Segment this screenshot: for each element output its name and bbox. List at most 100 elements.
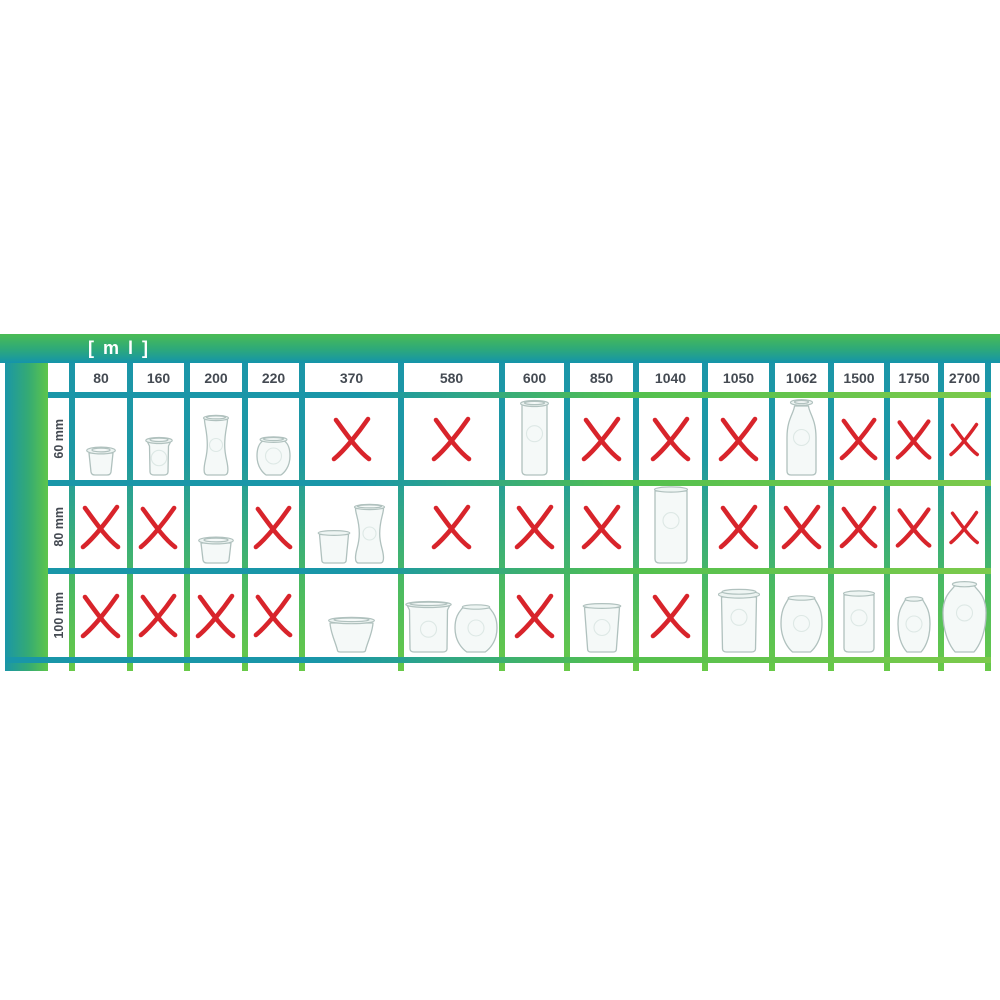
- cell-60mm-80ml: [75, 398, 127, 476]
- column-header-220: 220: [261, 369, 286, 386]
- cell-100mm-220ml: [248, 574, 299, 657]
- jar-mold-160-icon: [144, 436, 173, 476]
- cell-100mm-80ml: [75, 574, 127, 657]
- column-header-370: 370: [339, 369, 364, 386]
- x-icon: [838, 414, 880, 464]
- cell-100mm-1050ml: [708, 574, 769, 653]
- cell-60mm-850ml: [570, 398, 633, 480]
- column-header-1040: 1040: [654, 369, 687, 386]
- cell-60mm-2700ml: [944, 398, 985, 480]
- cell-60mm-1062ml: [775, 398, 828, 476]
- cell-100mm-200ml: [190, 574, 242, 657]
- jar-cup-850-icon: [582, 602, 622, 653]
- x-icon: [252, 590, 295, 641]
- diameter-gradient-bar: [5, 363, 48, 671]
- jar-tulip-1750-icon: [897, 595, 931, 653]
- x-icon: [513, 501, 557, 553]
- cell-60mm-1050ml: [708, 398, 769, 480]
- x-icon: [717, 413, 761, 465]
- cell-60mm-580ml: [404, 398, 499, 480]
- cell-100mm-370ml: [305, 574, 398, 653]
- jar-flat-80-icon: [86, 446, 116, 476]
- jar-cylinder-1050-icon: [717, 588, 760, 653]
- cell-80mm-580ml: [404, 486, 499, 568]
- cell-60mm-600ml: [505, 398, 564, 476]
- jar-bowl-370-icon: [328, 616, 375, 653]
- grid-vline-2: [184, 363, 190, 671]
- cell-60mm-370ml: [305, 398, 398, 480]
- grid-vline-1: [127, 363, 133, 671]
- cell-100mm-1500ml: [834, 574, 884, 653]
- x-icon: [194, 590, 238, 642]
- x-icon: [948, 508, 981, 547]
- x-icon: [330, 413, 374, 465]
- grid-vline-0: [69, 363, 75, 671]
- grid-hline-2: [48, 568, 991, 574]
- column-header-580: 580: [439, 369, 464, 386]
- column-header-2700: 2700: [948, 369, 981, 386]
- cell-80mm-160ml: [133, 486, 184, 568]
- row-header-60-mm: 60 mm: [51, 419, 66, 459]
- grid-vline-10: [769, 363, 775, 671]
- cell-80mm-1750ml: [890, 486, 938, 568]
- cell-80mm-850ml: [570, 486, 633, 568]
- cell-60mm-220ml: [248, 398, 299, 476]
- x-icon: [430, 501, 474, 553]
- column-header-1062: 1062: [785, 369, 818, 386]
- grid-hline-0: [48, 392, 991, 398]
- x-icon: [838, 502, 880, 552]
- cell-60mm-1040ml: [639, 398, 702, 480]
- jar-cylinder-600-icon: [520, 399, 549, 476]
- grid-vline-7: [564, 363, 570, 671]
- x-icon: [580, 413, 624, 465]
- x-icon: [137, 502, 180, 553]
- cell-100mm-850ml: [570, 574, 633, 653]
- cell-100mm-1062ml: [775, 574, 828, 653]
- grid-hline-3: [5, 657, 991, 663]
- jar-cylinder-1040-icon: [653, 485, 689, 564]
- jar-round-2700-icon: [942, 580, 987, 653]
- x-icon: [948, 420, 981, 459]
- cell-60mm-200ml: [190, 398, 242, 476]
- cell-80mm-2700ml: [944, 486, 985, 568]
- x-icon: [780, 501, 824, 553]
- grid-vline-4: [299, 363, 305, 671]
- cell-80mm-370ml: [305, 486, 398, 564]
- volume-unit-label: [ m l ]: [88, 338, 150, 358]
- cell-80mm-200ml: [190, 486, 242, 564]
- grid-hline-1: [48, 480, 991, 486]
- grid-vline-8: [633, 363, 639, 671]
- column-header-850: 850: [589, 369, 614, 386]
- x-icon: [894, 416, 934, 463]
- row-header-100-mm: 100 mm: [51, 592, 66, 639]
- column-header-1050: 1050: [722, 369, 755, 386]
- x-icon: [894, 504, 934, 551]
- x-icon: [717, 501, 761, 553]
- x-icon: [430, 413, 474, 465]
- x-icon: [79, 590, 123, 642]
- x-icon: [137, 590, 180, 641]
- jar-flat-200-icon: [198, 536, 234, 564]
- cell-100mm-1750ml: [890, 574, 938, 653]
- jar-tulip-580-icon: [454, 603, 498, 653]
- jar-bottle-1062-icon: [786, 399, 817, 476]
- column-header-600: 600: [522, 369, 547, 386]
- grid-vline-3: [242, 363, 248, 671]
- column-header-160: 160: [146, 369, 171, 386]
- jar-tulip-1062-icon: [780, 594, 823, 653]
- x-icon: [649, 413, 693, 465]
- cell-80mm-220ml: [248, 486, 299, 568]
- grid-vline-6: [499, 363, 505, 671]
- cell-80mm-80ml: [75, 486, 127, 568]
- jar-cup-370-icon: [317, 529, 351, 564]
- cell-80mm-1062ml: [775, 486, 828, 568]
- volume-banner: [ m l ]: [0, 334, 1000, 363]
- column-header-1750: 1750: [898, 369, 930, 386]
- jar-mold-580-icon: [405, 600, 452, 653]
- x-icon: [252, 502, 295, 553]
- grid-vline-5: [398, 363, 404, 671]
- jar-hourglass-200-icon: [202, 414, 230, 476]
- cell-60mm-1750ml: [890, 398, 938, 480]
- cell-80mm-1040ml: [639, 486, 702, 564]
